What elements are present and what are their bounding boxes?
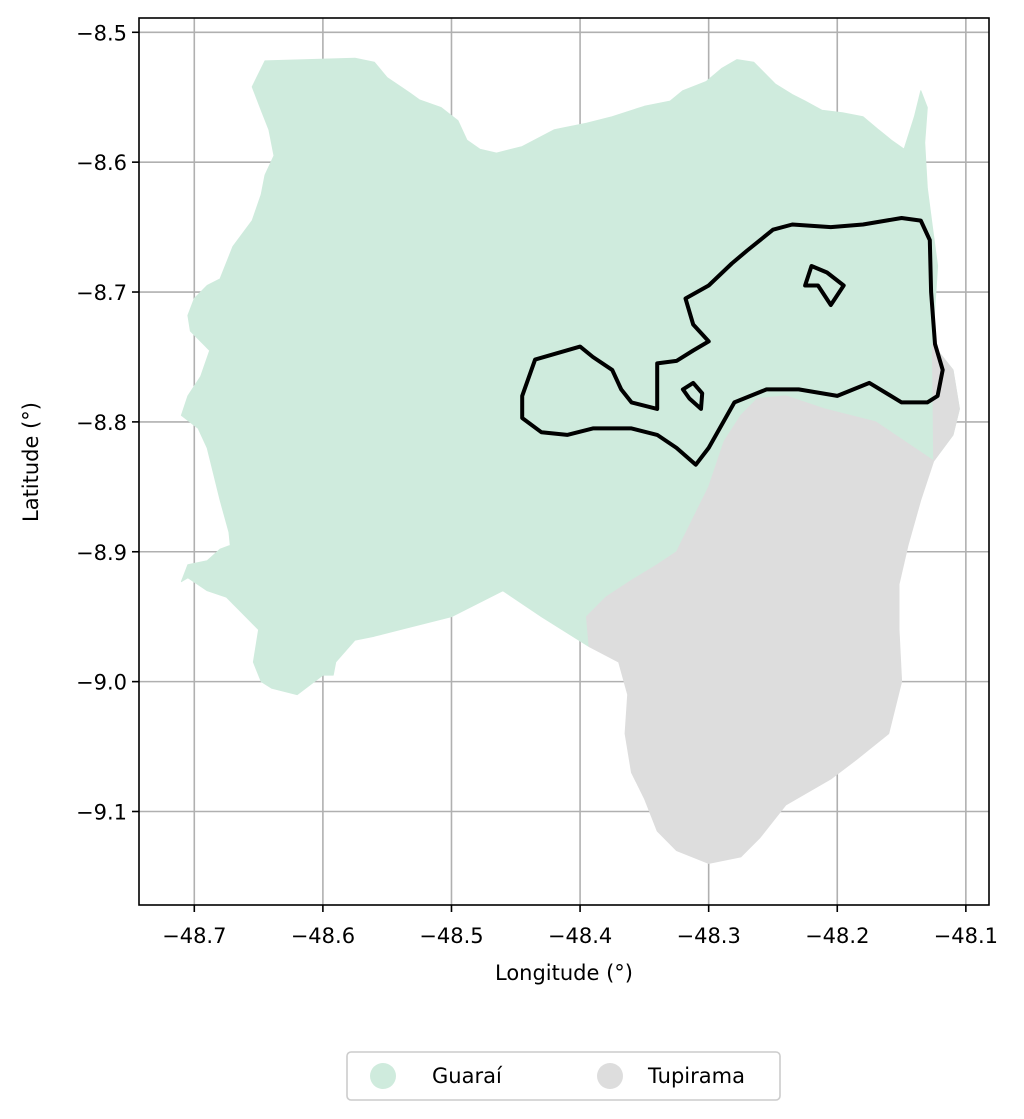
y-tick-label-2: −8.7 (76, 281, 127, 305)
y-tick-label-0: −8.5 (76, 21, 127, 45)
y-tick-label-6: −9.1 (76, 800, 127, 824)
x-tick-label-4: −48.3 (676, 924, 740, 948)
outline-outer (520, 216, 945, 467)
legend-swatch-tupirama (597, 1063, 623, 1089)
ticks: −48.7 −48.6 −48.5 −48.4 −48.3 −48.2 −48.1 −8.5 −… (76, 21, 998, 948)
legend: Guaraí Tupirama (346, 1051, 781, 1101)
y-tick-label-4: −8.9 (76, 541, 127, 565)
outline-hole-1 (803, 264, 846, 307)
y-tick-label-5: −9.0 (76, 671, 127, 695)
y-tick-label-1: −8.6 (76, 151, 127, 175)
x-tick-label-5: −48.2 (805, 924, 869, 948)
region-tupirama (586, 343, 960, 864)
y-axis-title: Latitude (°) (19, 402, 43, 522)
x-tick-label-2: −48.5 (419, 924, 483, 948)
legend-box (346, 1051, 781, 1101)
outline-hole-2 (680, 380, 705, 411)
y-tick-label-3: −8.8 (76, 411, 127, 435)
plot-frame (138, 17, 990, 906)
regions (180, 57, 960, 864)
legend-label-guarai: Guaraí (432, 1064, 503, 1088)
legend-label-tupirama: Tupirama (647, 1064, 745, 1088)
x-tick-label-3: −48.4 (548, 924, 612, 948)
x-tick-label-6: −48.1 (934, 924, 998, 948)
outlines (520, 216, 945, 467)
x-tick-label-1: −48.6 (291, 924, 355, 948)
legend-swatch-guarai (370, 1063, 396, 1089)
x-axis-title: Longitude (°) (495, 961, 633, 985)
x-tick-label-0: −48.7 (162, 924, 226, 948)
